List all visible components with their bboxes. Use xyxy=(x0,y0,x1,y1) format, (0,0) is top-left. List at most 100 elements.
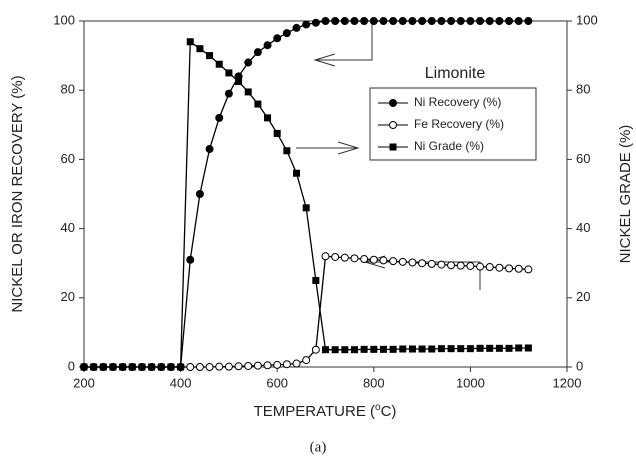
marker xyxy=(447,17,456,25)
marker xyxy=(186,363,195,371)
marker xyxy=(505,17,514,25)
marker xyxy=(331,346,339,354)
marker xyxy=(350,346,358,354)
marker xyxy=(331,17,340,25)
marker xyxy=(109,363,117,371)
marker xyxy=(370,345,378,353)
marker xyxy=(456,17,465,25)
marker xyxy=(282,29,291,38)
marker xyxy=(457,345,465,353)
marker xyxy=(524,344,532,352)
marker xyxy=(514,264,523,273)
marker xyxy=(312,277,320,284)
marker xyxy=(340,253,349,262)
marker xyxy=(196,45,204,53)
marker xyxy=(311,345,320,354)
marker xyxy=(476,344,484,352)
legend-title: Limonite xyxy=(425,65,486,82)
marker xyxy=(485,17,494,25)
marker xyxy=(264,114,272,122)
marker xyxy=(486,344,494,352)
marker xyxy=(331,252,340,261)
marker xyxy=(427,17,436,25)
marker xyxy=(418,17,427,25)
marker xyxy=(254,100,262,108)
marker xyxy=(157,363,165,371)
marker xyxy=(495,344,503,352)
marker xyxy=(302,356,311,365)
marker xyxy=(466,345,474,353)
marker xyxy=(215,113,224,122)
marker xyxy=(195,363,204,371)
y2-tick-label: 80 xyxy=(576,82,590,97)
marker xyxy=(408,258,417,267)
marker xyxy=(399,345,407,353)
marker xyxy=(360,255,369,264)
marker xyxy=(514,17,523,25)
marker xyxy=(186,255,195,264)
x-axis-label: TEMPERATURE (oC) xyxy=(254,402,397,420)
marker xyxy=(244,88,252,96)
y-tick-label: 80 xyxy=(61,82,75,97)
y2-tick-label: 20 xyxy=(576,289,590,304)
marker xyxy=(437,260,446,269)
x-tick-label: 800 xyxy=(363,375,385,390)
marker xyxy=(224,89,233,98)
legend-marker xyxy=(389,99,397,107)
marker xyxy=(205,363,214,371)
marker xyxy=(524,265,533,274)
arrow-head xyxy=(337,141,360,155)
marker xyxy=(408,345,416,353)
y-tick-label: 100 xyxy=(53,12,75,27)
marker xyxy=(360,345,368,353)
marker xyxy=(215,60,223,68)
marker xyxy=(398,257,407,266)
y2-tick-label: 40 xyxy=(576,220,590,235)
marker xyxy=(437,345,445,353)
marker xyxy=(195,190,204,198)
marker xyxy=(206,52,214,60)
y-tick-label: 40 xyxy=(61,220,75,235)
marker xyxy=(167,363,175,371)
marker xyxy=(253,48,262,57)
arrow-head xyxy=(313,53,336,67)
marker xyxy=(418,259,427,268)
marker xyxy=(224,362,233,371)
marker xyxy=(379,345,387,353)
marker xyxy=(263,41,272,50)
marker xyxy=(311,18,320,27)
marker xyxy=(263,361,272,370)
y2-axis-label: NICKEL GRADE (%) xyxy=(617,125,634,264)
x-tick-label: 1200 xyxy=(553,375,582,390)
marker xyxy=(505,344,513,352)
arrow-line xyxy=(315,21,373,61)
marker xyxy=(177,363,185,371)
legend-label: Fe Recovery (%) xyxy=(414,117,504,131)
marker xyxy=(485,263,494,272)
marker xyxy=(235,78,243,86)
marker xyxy=(302,204,310,212)
y2-tick-label: 60 xyxy=(576,151,590,166)
marker xyxy=(321,252,330,261)
legend-box xyxy=(369,87,537,161)
marker xyxy=(119,363,127,371)
legend-marker xyxy=(389,121,397,129)
marker xyxy=(418,345,426,353)
marker xyxy=(244,58,253,67)
marker xyxy=(515,344,523,352)
marker xyxy=(350,254,359,263)
marker xyxy=(389,345,397,353)
marker xyxy=(215,362,224,371)
marker xyxy=(128,363,136,371)
marker xyxy=(437,17,446,25)
marker xyxy=(524,17,533,25)
marker xyxy=(273,129,281,137)
y-tick-label: 60 xyxy=(61,151,75,166)
marker xyxy=(273,360,282,369)
marker xyxy=(293,169,301,177)
marker xyxy=(456,261,465,270)
marker xyxy=(138,363,146,371)
marker xyxy=(186,38,194,46)
marker xyxy=(302,20,311,29)
